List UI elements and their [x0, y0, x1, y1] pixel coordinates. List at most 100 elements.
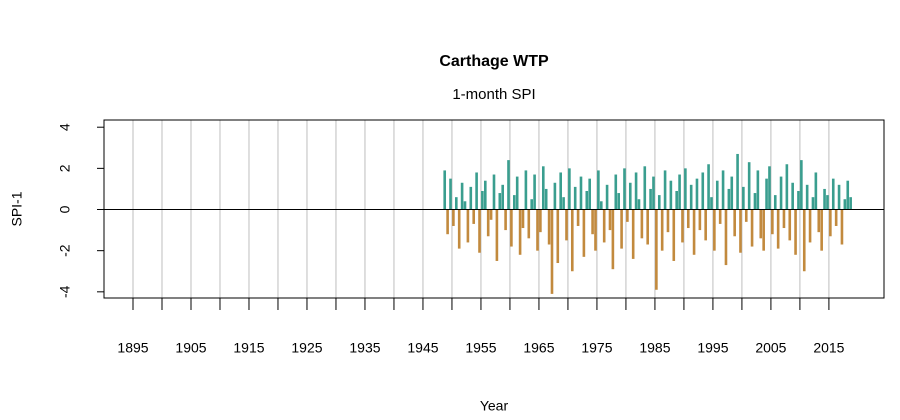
bar — [823, 188, 826, 210]
bar — [443, 170, 447, 210]
bar — [446, 209, 449, 235]
bar — [605, 184, 609, 210]
bar — [541, 166, 545, 210]
bar — [744, 209, 748, 222]
bar — [657, 195, 661, 210]
bar — [750, 209, 754, 247]
bar — [547, 209, 551, 245]
bar — [739, 209, 742, 253]
bar — [643, 166, 647, 210]
bar — [765, 178, 768, 210]
bar — [727, 188, 731, 210]
x-tick-label: 1985 — [639, 340, 670, 356]
bar — [628, 182, 632, 210]
bar — [759, 209, 763, 239]
y-tick-label: 2 — [57, 164, 73, 172]
bar — [550, 209, 554, 294]
bar — [623, 168, 626, 210]
bar — [591, 209, 594, 235]
bar — [486, 209, 490, 237]
bar — [483, 180, 487, 210]
bar — [611, 209, 615, 270]
bar — [582, 209, 586, 257]
bar — [576, 209, 580, 226]
bar — [805, 184, 809, 210]
x-tick-label: 1935 — [349, 340, 380, 356]
bar — [515, 176, 519, 210]
bar — [698, 209, 702, 231]
bar — [599, 201, 603, 210]
bar — [826, 195, 829, 210]
bar — [646, 209, 649, 245]
bar — [747, 162, 751, 210]
chart-subtitle: 1-month SPI — [452, 86, 535, 103]
bar — [730, 176, 734, 210]
bar — [681, 209, 684, 243]
bar — [794, 209, 797, 255]
bar — [843, 199, 847, 210]
bar — [800, 160, 803, 210]
x-tick-label: 1895 — [117, 340, 148, 356]
bar — [840, 209, 844, 245]
bar — [614, 174, 618, 210]
bar — [713, 209, 716, 251]
bar — [501, 184, 505, 210]
x-tick-label: 1925 — [291, 340, 322, 356]
bar — [565, 209, 568, 241]
bar — [457, 209, 461, 249]
bar — [481, 190, 484, 210]
x-tick-label: 2015 — [813, 340, 844, 356]
bar — [466, 209, 470, 243]
bar — [475, 172, 478, 210]
bar — [608, 209, 612, 231]
bar — [686, 209, 690, 229]
x-tick-label: 1945 — [407, 340, 438, 356]
bar — [736, 153, 739, 210]
bar — [617, 193, 620, 210]
x-tick-label: 1905 — [175, 340, 206, 356]
bar — [626, 209, 629, 222]
bar — [791, 182, 794, 210]
bar — [846, 180, 850, 210]
bar — [849, 197, 852, 210]
bar — [559, 172, 562, 210]
bar — [707, 164, 710, 210]
bar — [837, 184, 841, 210]
bar — [672, 209, 676, 261]
bar — [785, 164, 789, 210]
bar — [704, 209, 707, 241]
x-tick-label: 1965 — [523, 340, 554, 356]
bar — [640, 209, 644, 239]
bar — [710, 197, 713, 210]
bar — [742, 186, 745, 210]
bar — [802, 209, 806, 272]
bar — [489, 209, 493, 220]
bar — [510, 209, 513, 247]
bar — [498, 193, 502, 210]
bar — [452, 209, 455, 226]
y-axis-label: SPI-1 — [9, 191, 25, 226]
y-tick-label: -2 — [57, 244, 73, 257]
chart-title: Carthage WTP — [439, 53, 549, 70]
bar — [570, 209, 574, 272]
bar — [562, 197, 565, 210]
bar — [756, 170, 760, 210]
bar — [829, 209, 832, 237]
bar — [527, 209, 531, 239]
bar — [631, 209, 635, 259]
bar — [797, 190, 800, 210]
bar — [649, 188, 652, 210]
plot-frame — [103, 119, 885, 299]
bar — [620, 209, 623, 249]
bar — [655, 209, 658, 290]
bar — [811, 197, 815, 210]
bar — [779, 176, 783, 210]
bar — [469, 186, 473, 210]
bar — [678, 174, 681, 210]
bar — [573, 186, 577, 210]
bar — [533, 174, 536, 210]
bar — [553, 182, 557, 210]
bar — [536, 209, 539, 251]
bar — [518, 209, 522, 255]
